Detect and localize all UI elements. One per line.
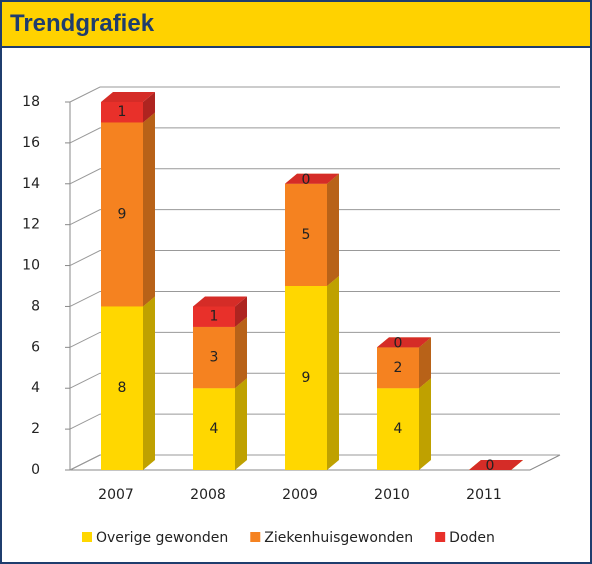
data-label: 0 — [486, 458, 495, 474]
grid-line — [69, 250, 560, 267]
bar-segment — [193, 326, 235, 389]
y-tick-label: 6 — [31, 339, 40, 355]
y-tick-label: 12 — [22, 217, 40, 233]
legend-swatch — [82, 532, 92, 542]
y-tick-label: 4 — [31, 380, 40, 396]
bar-top — [193, 296, 247, 307]
bar-segment — [101, 306, 143, 470]
y-tick-label: 18 — [22, 94, 40, 110]
bar-side — [235, 378, 247, 470]
grid-line — [69, 290, 560, 307]
title-bar: Trendgrafiek — [2, 2, 590, 48]
bar-side — [327, 276, 339, 470]
legend-label: Overige gewonden — [96, 530, 228, 546]
y-tick-label: 8 — [31, 298, 40, 314]
data-label: 1 — [210, 309, 219, 325]
x-tick-label: 2009 — [282, 487, 318, 503]
data-label: 9 — [118, 206, 127, 222]
data-label: 2 — [394, 360, 403, 376]
grid-line — [69, 209, 560, 226]
data-label: 0 — [302, 172, 311, 188]
grid-line — [69, 168, 560, 185]
x-tick-label: 2008 — [190, 487, 226, 503]
legend-label: Ziekenhuisgewonden — [264, 530, 413, 546]
bar-segment — [101, 102, 143, 123]
bar-segment — [377, 388, 419, 470]
data-label: 0 — [394, 335, 403, 351]
bar-segment — [193, 388, 235, 470]
grid-line — [69, 331, 560, 348]
x-tick-label: 2007 — [98, 487, 134, 503]
grid-line — [69, 86, 560, 103]
y-tick-label: 10 — [22, 258, 40, 274]
y-tick-label: 14 — [22, 176, 40, 192]
y-tick-label: 2 — [31, 421, 40, 437]
bar-segment — [101, 122, 143, 307]
grid-line — [69, 127, 560, 144]
bar-segment — [285, 286, 327, 470]
data-label: 8 — [118, 380, 127, 396]
bar-side — [419, 337, 431, 389]
bar-segment — [285, 183, 327, 286]
bar-top — [285, 173, 339, 184]
x-tick-label: 2011 — [466, 487, 502, 503]
legend-swatch — [250, 532, 261, 542]
data-label: 4 — [394, 421, 403, 437]
legend-swatch — [435, 532, 446, 542]
x-tick-label: 2010 — [374, 487, 410, 503]
bar-side — [143, 112, 155, 307]
y-tick-label: 16 — [22, 135, 40, 151]
bar-segment — [377, 347, 419, 389]
data-label: 4 — [210, 421, 219, 437]
legend-label: Doden — [449, 530, 495, 546]
chart-title: Trendgrafiek — [10, 10, 155, 37]
bar-side — [235, 316, 247, 389]
y-tick-label: 0 — [31, 462, 40, 478]
bar-top — [101, 92, 155, 102]
data-label: 9 — [302, 370, 311, 386]
data-label: 3 — [210, 350, 219, 366]
bar-side — [419, 378, 431, 470]
data-label: 1 — [118, 104, 127, 120]
data-label: 5 — [302, 227, 311, 243]
bar-side — [143, 296, 155, 470]
bar-side — [143, 92, 155, 123]
bar-side — [235, 296, 247, 327]
bar-top — [469, 460, 523, 470]
bar-side — [327, 173, 339, 286]
bar-top — [377, 337, 431, 348]
bar-segment — [193, 306, 235, 327]
